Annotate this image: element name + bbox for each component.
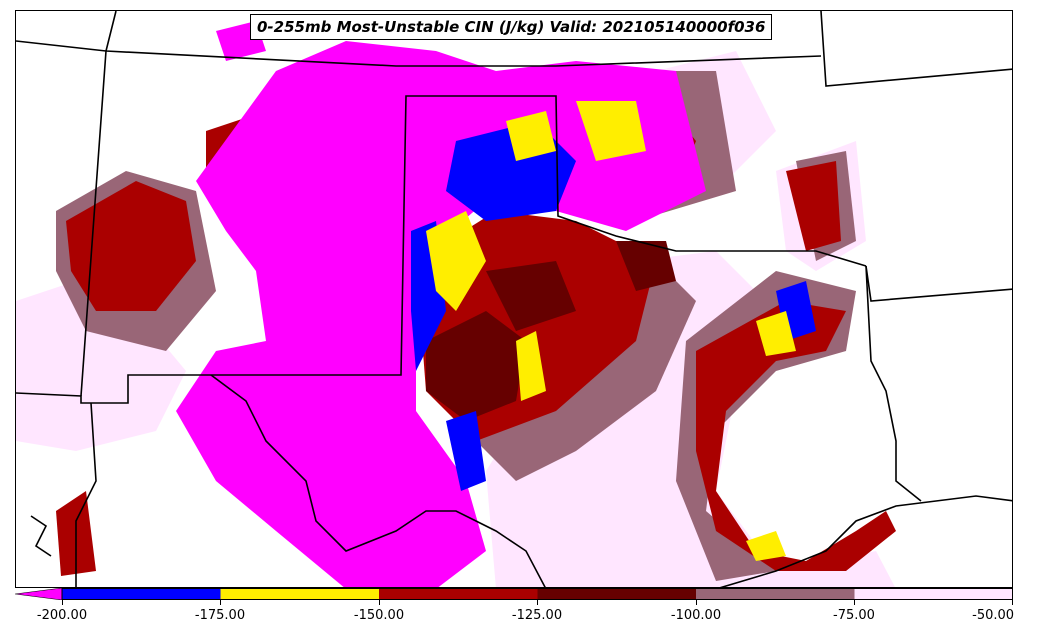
state-border xyxy=(865,265,1012,302)
legend-tick xyxy=(537,600,538,605)
cin-region-red xyxy=(66,181,196,311)
cin-region-darkred xyxy=(426,311,526,421)
legend-swatch-200-175 xyxy=(62,588,221,600)
coastline xyxy=(719,495,1012,587)
legend-swatch-100-75 xyxy=(696,588,855,600)
cin-region-red xyxy=(786,161,841,251)
state-border xyxy=(80,11,117,397)
state-border xyxy=(820,11,1012,87)
legend-tick xyxy=(696,600,697,605)
legend-tick-label: -200.00 xyxy=(36,608,88,623)
cin-map xyxy=(16,11,1012,587)
legend-tick-label: -100.00 xyxy=(670,608,722,623)
color-legend xyxy=(15,588,1013,600)
legend-tick-label: -175.00 xyxy=(194,608,246,623)
legend-tick xyxy=(220,600,221,605)
cin-field xyxy=(16,21,896,587)
boundaries xyxy=(16,11,1012,587)
legend-tick xyxy=(854,600,855,605)
map-panel xyxy=(15,10,1013,588)
legend-border xyxy=(61,588,1013,600)
legend-tick-label: -150.00 xyxy=(353,608,405,623)
state-border xyxy=(16,40,822,67)
cin-region-magenta xyxy=(176,41,706,587)
cin-region-yellow xyxy=(756,311,796,356)
legend-swatch-125-100 xyxy=(537,588,696,600)
legend-tick xyxy=(1012,600,1013,605)
legend-tick xyxy=(62,600,63,605)
state-border xyxy=(865,265,922,502)
cin-region-darkred xyxy=(616,241,676,291)
state-border xyxy=(16,374,211,404)
cin-region-darkred xyxy=(486,261,576,331)
legend-swatch-150-125 xyxy=(379,588,538,600)
coastline xyxy=(30,515,52,557)
legend-swatch-75-50 xyxy=(854,588,1013,600)
legend-tick-label: -75.00 xyxy=(833,608,875,623)
cin-region-yellow xyxy=(516,331,546,401)
map-title: 0-255mb Most-Unstable CIN (J/kg) Valid: … xyxy=(250,14,773,40)
country-border xyxy=(210,374,546,587)
cin-region-yellow xyxy=(426,211,486,311)
cin-region-yellow xyxy=(746,531,786,561)
legend-tick-label: -50.00 xyxy=(972,608,1015,623)
cin-region-red xyxy=(696,301,896,571)
legend-tick-label: -125.00 xyxy=(511,608,563,623)
state-border xyxy=(211,95,867,376)
legend-swatch-lt-200 xyxy=(15,588,63,600)
cin-region-blue xyxy=(446,411,486,491)
cin-region-yellow xyxy=(576,101,646,161)
legend-swatch-175-150 xyxy=(220,588,379,600)
cin-region-yellow xyxy=(506,111,556,161)
state-border xyxy=(75,402,97,587)
legend-tick xyxy=(379,600,380,605)
